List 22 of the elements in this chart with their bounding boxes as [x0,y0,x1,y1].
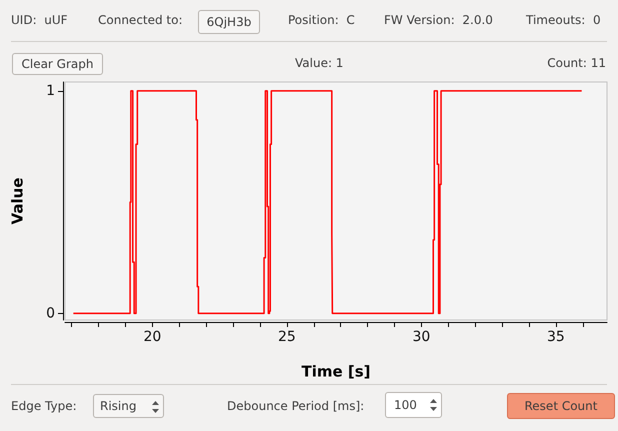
button: Reset Count [507,393,615,419]
text: UID: uUF [11,13,68,27]
text: Connected to: [98,13,183,27]
text: Value: 1 [295,56,344,70]
y-axis-title: Value [8,178,26,224]
x-axis-title: Time [s] [301,362,371,380]
text: Edge Type: [11,399,77,413]
x-tick-label: 30 [412,329,430,345]
select: Rising [93,394,164,418]
text: FW Version: 2.0.0 [384,13,493,27]
y-tick-label: 1 [46,82,55,99]
button: 6QjH3b [198,10,260,34]
text: Debounce Period [ms]: [227,399,364,413]
x-tick-label: 20 [144,329,162,345]
text: Count: 11 [546,56,606,70]
y-tick-label: 0 [46,305,55,322]
x-tick-label: 25 [278,329,296,345]
text: Timeouts: 0 [526,13,601,27]
x-tick-label: 35 [546,329,565,345]
button: Clear Graph [12,53,103,75]
text: Position: C [288,13,355,27]
spinbox: 100 [385,392,442,418]
